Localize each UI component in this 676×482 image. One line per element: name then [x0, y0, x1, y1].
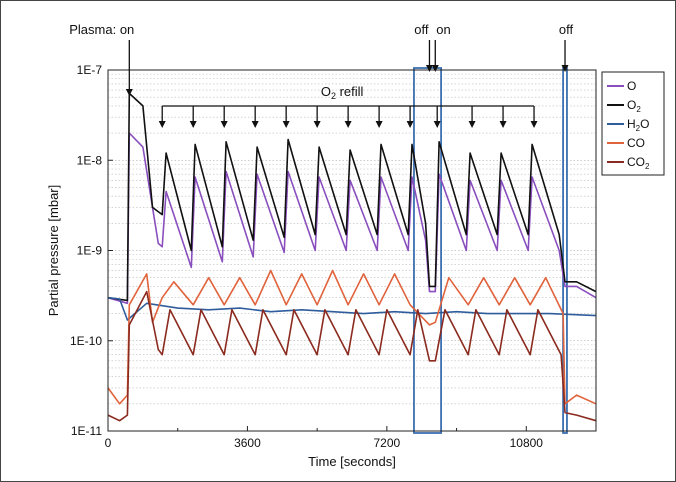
- refill-arrow-head: [375, 121, 383, 128]
- series-line: [107, 290, 597, 422]
- refill-arrow-head: [220, 121, 228, 128]
- y-tick-label: 1E-11: [71, 424, 102, 438]
- x-tick-label: 7200: [374, 436, 401, 450]
- x-tick-label: 0: [105, 436, 112, 450]
- refill-label: O2 refill: [321, 84, 364, 101]
- refill-arrow-head: [282, 121, 290, 128]
- series-line: [107, 92, 597, 302]
- series-line: [107, 296, 597, 321]
- refill-arrow-head: [433, 121, 441, 128]
- refill-arrow-head: [468, 121, 476, 128]
- off-label-2: off: [559, 22, 574, 37]
- off-label-1: off: [414, 22, 429, 37]
- plot-area-border: [107, 69, 597, 432]
- refill-arrow-head: [189, 121, 197, 128]
- refill-arrow-head: [313, 121, 321, 128]
- y-tick-label: 1E-10: [70, 334, 102, 348]
- refill-arrow-head: [251, 121, 259, 128]
- refill-arrow-head: [406, 121, 414, 128]
- on-label: on: [436, 22, 450, 37]
- refill-arrow-head: [499, 121, 507, 128]
- off-arrow-2-head: [561, 65, 569, 72]
- series-lines: [107, 92, 597, 422]
- plasma-on-arrow-head: [125, 89, 133, 96]
- series-line: [107, 132, 597, 305]
- x-tick-label: 3600: [234, 436, 261, 450]
- y-axis-ticks: 1E-11 1E-10 1E-9 1E-8 1E-7: [70, 63, 113, 438]
- legend-label: O: [627, 79, 636, 93]
- y-tick-label: 1E-7: [77, 63, 103, 77]
- refill-arrow-head: [530, 121, 538, 128]
- refill-arrow-head: [158, 121, 166, 128]
- legend-label: H2O: [627, 117, 649, 133]
- y-tick-label: 1E-9: [77, 244, 103, 258]
- y-tick-label: 1E-8: [77, 153, 103, 167]
- series-line: [107, 269, 597, 405]
- y-axis-label: Partial pressure [mbar]: [46, 185, 61, 317]
- x-axis-label: Time [seconds]: [308, 454, 396, 469]
- x-tick-label: 10800: [510, 436, 544, 450]
- plasma-on-label: Plasma: on: [69, 22, 134, 37]
- legend: O O2 H2O CO CO2: [601, 71, 665, 176]
- legend-label: O2: [627, 98, 641, 114]
- grid: [108, 73, 596, 432]
- off-arrow-1-head: [425, 65, 433, 72]
- x-axis-ticks: 0 3600 7200 10800: [105, 426, 544, 450]
- on-arrow-head: [431, 65, 439, 72]
- refill-arrow-head: [344, 121, 352, 128]
- legend-label: CO: [627, 136, 645, 150]
- legend-label: CO2: [627, 155, 650, 171]
